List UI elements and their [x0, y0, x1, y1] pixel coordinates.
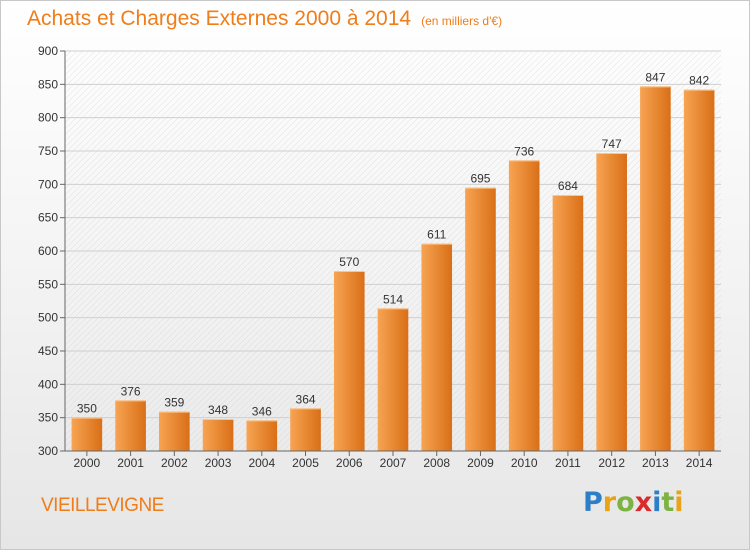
- bar: [596, 153, 627, 451]
- x-tick-label: 2010: [511, 456, 538, 470]
- logo-letter: r: [602, 487, 617, 518]
- y-tick-label: 500: [38, 311, 58, 325]
- axes: 300 350 400 450 500 550 600 650 700 750 800 850 900 2…: [38, 44, 721, 470]
- x-tick-label: 2013: [642, 456, 669, 470]
- bar: [246, 420, 278, 451]
- x-tick-label: 2009: [467, 456, 494, 470]
- data-label: 514: [383, 292, 403, 306]
- x-tick-label: 2007: [380, 456, 407, 470]
- data-label: 611: [427, 228, 446, 242]
- proxiti-logo[interactable]: Proxiti: [583, 487, 684, 518]
- bar: [640, 86, 671, 451]
- y-tick-label: 450: [38, 344, 58, 358]
- chart-unit: (en milliers d'€): [421, 14, 503, 28]
- bar: [202, 419, 234, 451]
- x-tick-label: 2011: [555, 456, 581, 470]
- data-label: 348: [208, 403, 228, 417]
- data-label: 847: [645, 70, 665, 84]
- bar: [683, 89, 715, 452]
- logo-letter: i: [652, 487, 662, 518]
- data-label: 364: [296, 392, 316, 406]
- bars: 350 376 359 348 346 364 570 514 611 695 736 684 747 8…: [71, 70, 715, 452]
- data-label: 747: [602, 137, 622, 151]
- x-tick-label: 2005: [292, 456, 319, 470]
- y-tick-label: 650: [38, 211, 58, 225]
- data-label: 736: [514, 144, 534, 158]
- x-tick-label: 2002: [161, 456, 188, 470]
- bar: [333, 271, 365, 451]
- chart-title-text: Achats et Charges Externes 2000 à 2014: [27, 7, 412, 30]
- x-tick-label: 2012: [598, 456, 625, 470]
- bar: [421, 243, 453, 451]
- bar: [159, 411, 190, 451]
- logo-letter: t: [661, 487, 675, 518]
- data-label: 684: [558, 179, 578, 193]
- bar: [71, 417, 103, 451]
- y-tick-label: 400: [38, 377, 58, 391]
- bar: [290, 408, 321, 451]
- data-label: 376: [121, 384, 141, 398]
- bar: [377, 308, 409, 451]
- bar: [508, 160, 540, 452]
- data-label: 346: [252, 404, 272, 418]
- y-tick-label: 750: [38, 144, 58, 158]
- x-tick-label: 2008: [423, 456, 450, 470]
- x-tick-label: 2003: [205, 456, 232, 470]
- x-tick-label: 2004: [248, 456, 275, 470]
- y-tick-label: 850: [38, 77, 58, 91]
- data-label: 350: [77, 402, 97, 416]
- y-tick-label: 600: [38, 244, 58, 258]
- logo-letter: o: [616, 487, 635, 518]
- data-label: 695: [470, 172, 490, 186]
- data-label: 359: [164, 396, 184, 410]
- logo-letter: P: [583, 487, 603, 518]
- y-tick-label: 900: [38, 44, 58, 58]
- x-tick-label: 2000: [74, 456, 101, 470]
- y-tick-label: 300: [38, 444, 58, 458]
- y-tick-label: 350: [38, 411, 58, 425]
- bar: [552, 195, 584, 451]
- commune-name: VIEILLEVIGNE: [41, 495, 164, 516]
- x-tick-label: 2001: [117, 456, 144, 470]
- x-tick-label: 2006: [336, 456, 363, 470]
- logo-letter: x: [634, 487, 653, 518]
- data-label: 842: [689, 74, 709, 88]
- chart-title: Achats et Charges Externes 2000 à 2014 (e…: [27, 7, 502, 31]
- bar: [115, 400, 146, 451]
- y-tick-label: 550: [38, 277, 58, 291]
- bar: [465, 187, 496, 451]
- x-tick-label: 2014: [686, 456, 713, 470]
- y-tick-label: 800: [38, 111, 58, 125]
- logo-letter: i: [674, 487, 684, 518]
- y-tick-label: 700: [38, 177, 58, 191]
- data-label: 570: [339, 255, 359, 269]
